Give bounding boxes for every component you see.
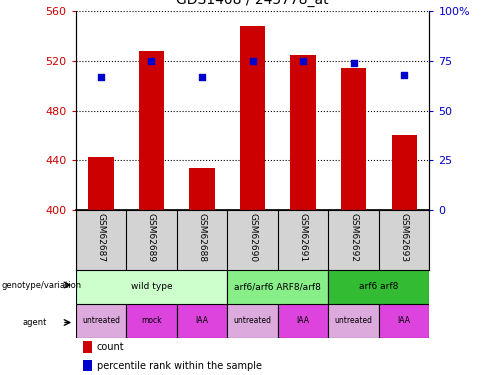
Text: GSM62690: GSM62690 (248, 213, 257, 262)
Bar (83, 360, 92, 371)
Text: arf6 arf8: arf6 arf8 (359, 282, 399, 291)
Point (249, 58, 257, 64)
Bar (76, 270, 227, 304)
Bar (227, 304, 278, 338)
Bar (88, 157, 114, 210)
Bar (76, 304, 126, 338)
Text: percentile rank within the sample: percentile rank within the sample (97, 361, 262, 370)
Text: IAA: IAA (196, 316, 208, 325)
Text: arf6/arf6 ARF8/arf8: arf6/arf6 ARF8/arf8 (234, 282, 321, 291)
Text: count: count (97, 342, 124, 352)
Text: GSM62688: GSM62688 (198, 213, 206, 262)
Bar (189, 168, 215, 210)
Bar (177, 304, 227, 338)
Text: GSM62693: GSM62693 (400, 213, 408, 262)
Text: GSM62687: GSM62687 (97, 213, 105, 262)
Bar (341, 68, 366, 210)
Bar (240, 26, 265, 210)
Bar (139, 51, 164, 210)
Bar (328, 270, 429, 304)
Text: agent: agent (22, 318, 47, 327)
Text: IAA: IAA (398, 316, 411, 325)
Text: untreated: untreated (234, 316, 271, 325)
Text: wild type: wild type (131, 282, 172, 291)
Bar (278, 304, 328, 338)
Bar (391, 135, 417, 210)
Bar (227, 270, 328, 304)
Bar (379, 304, 429, 338)
Text: untreated: untreated (335, 316, 373, 325)
Text: GSM62691: GSM62691 (299, 213, 307, 262)
Point (147, 58, 155, 64)
Text: mock: mock (141, 316, 162, 325)
Bar (83, 341, 92, 352)
Point (350, 60, 358, 66)
Text: genotype/variation: genotype/variation (1, 280, 81, 290)
Point (299, 58, 307, 64)
Text: IAA: IAA (297, 316, 309, 325)
Bar (328, 304, 379, 338)
Bar (290, 55, 316, 210)
Text: untreated: untreated (82, 316, 120, 325)
Title: GDS1408 / 245778_at: GDS1408 / 245778_at (176, 0, 329, 8)
Text: GSM62692: GSM62692 (349, 213, 358, 262)
Point (400, 72, 408, 78)
Point (97, 74, 105, 80)
Bar (126, 304, 177, 338)
Point (198, 74, 206, 80)
Text: GSM62689: GSM62689 (147, 213, 156, 262)
